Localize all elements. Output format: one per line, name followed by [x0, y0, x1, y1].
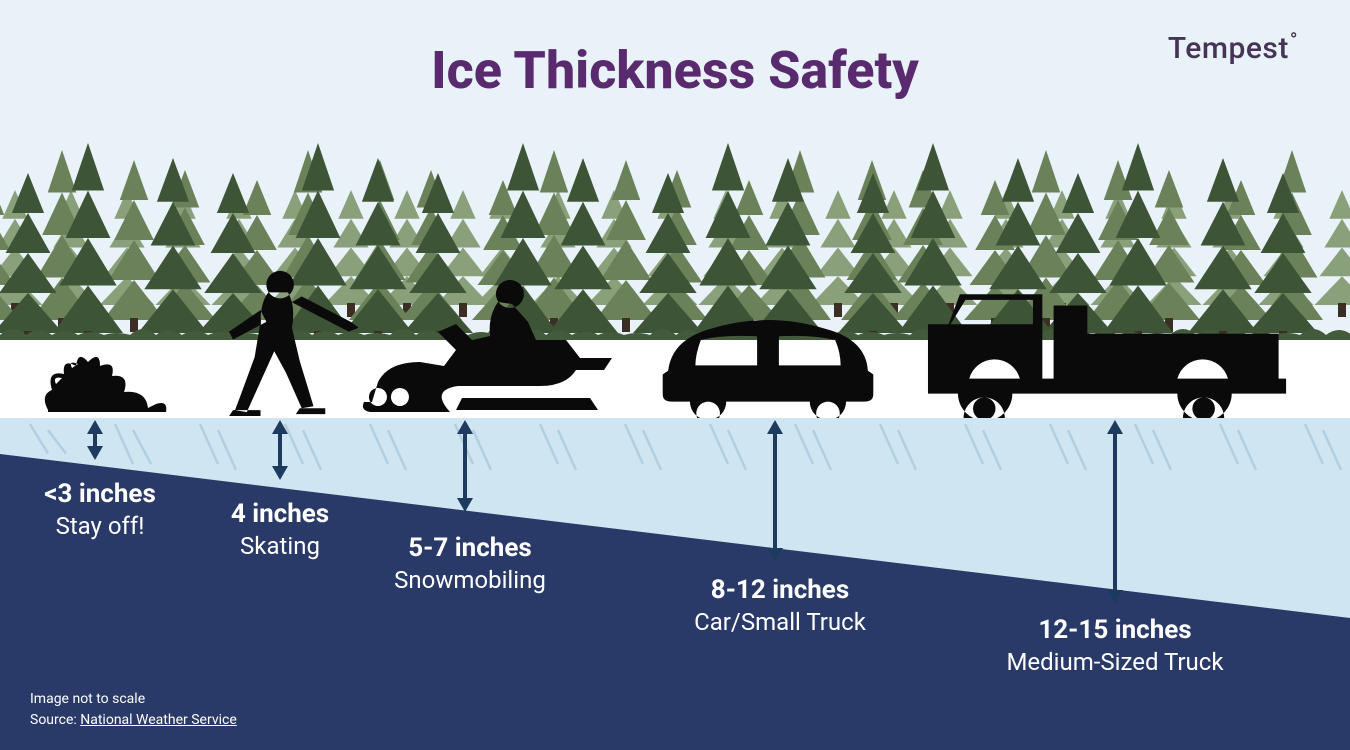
ice-thickness-infographic: Ice Thickness Safety Tempest <3 inchesSt… — [0, 0, 1350, 750]
thickness-value: 5-7 inches — [340, 534, 600, 564]
thickness-value: 12-15 inches — [985, 616, 1245, 646]
thickness-label: 5-7 inchesSnowmobiling — [340, 534, 600, 594]
source-link[interactable]: National Weather Service — [80, 712, 237, 728]
activity-label: Snowmobiling — [340, 566, 600, 594]
snowmobile-silhouette — [360, 270, 615, 418]
activity-label: Medium-Sized Truck — [985, 648, 1245, 676]
footer-note: Image not to scale — [30, 689, 237, 709]
thickness-value: 8-12 inches — [650, 576, 910, 606]
brand-logo: Tempest — [1168, 28, 1298, 66]
thickness-value: 4 inches — [150, 500, 410, 530]
thickness-label: 8-12 inchesCar/Small Truck — [650, 576, 910, 636]
raccoon-silhouette — [38, 340, 168, 418]
skater-silhouette — [210, 263, 365, 418]
ice-water-region: <3 inchesStay off!4 inchesSkating5-7 inc… — [0, 418, 1350, 750]
footer-source: Source: National Weather Service — [30, 710, 237, 730]
footer: Image not to scale Source: National Weat… — [30, 689, 237, 730]
truck-silhouette — [910, 268, 1305, 418]
labels-row: <3 inchesStay off!4 inchesSkating5-7 inc… — [0, 418, 1350, 678]
car-silhouette — [648, 300, 888, 418]
page-title: Ice Thickness Safety — [0, 40, 1350, 101]
thickness-label: 12-15 inchesMedium-Sized Truck — [985, 616, 1245, 676]
activity-label: Car/Small Truck — [650, 608, 910, 636]
silhouettes-row — [0, 260, 1350, 420]
